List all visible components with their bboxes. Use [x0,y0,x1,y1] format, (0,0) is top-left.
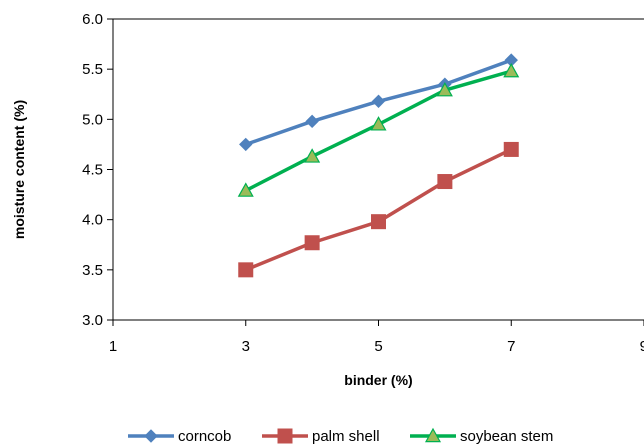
data-point [370,116,387,131]
y-tick-label: 4.5 [82,162,103,179]
x-tick-label: 1 [109,338,117,355]
data-point [503,141,519,157]
y-tick-label: 5.5 [82,61,103,78]
y-axis-title: moisture content (%) [11,100,27,239]
x-tick-label: 3 [242,338,250,355]
legend-marker [424,427,442,443]
data-point [503,62,520,78]
data-point [436,82,453,97]
y-tick-label: 5.0 [82,111,103,128]
legend-item: palm shell [262,428,380,445]
y-axis: 3.0 3.5 4.0 4.5 5.0 5.5 6.0 [82,11,113,329]
legend-label: palm shell [312,428,380,445]
data-point [239,137,253,152]
x-tick-label: 5 [374,338,382,355]
y-tick-label: 3.5 [82,262,103,279]
legend-label: soybean stem [460,428,553,445]
x-tick-label: 7 [507,338,515,355]
y-tick-label: 4.0 [82,212,103,229]
x-axis: 1 3 5 7 9 [109,320,644,355]
legend-item: soybean stem [410,427,553,445]
data-point [371,214,386,230]
x-axis-title: binder (%) [344,372,412,388]
legend-label: corncob [178,428,231,445]
series-soybean-stem [237,62,520,197]
data-point [238,262,254,278]
legend-marker [277,428,293,444]
y-tick-label: 6.0 [82,11,103,28]
series-layer [237,53,520,278]
plot-area [112,18,644,321]
data-point [437,174,453,190]
data-point [237,182,254,197]
legend-item: corncob [128,428,231,445]
plot-border [112,18,644,321]
data-point [371,94,386,108]
data-point [304,235,320,251]
series-corncob [239,53,518,152]
data-point [304,148,321,163]
legend: corncob palm shell soybean stem [128,427,553,445]
x-tick-label: 9 [640,338,644,355]
data-point [305,114,319,129]
series-palm-shell [238,141,519,278]
y-tick-label: 3.0 [82,312,103,329]
legend-marker [144,429,158,443]
